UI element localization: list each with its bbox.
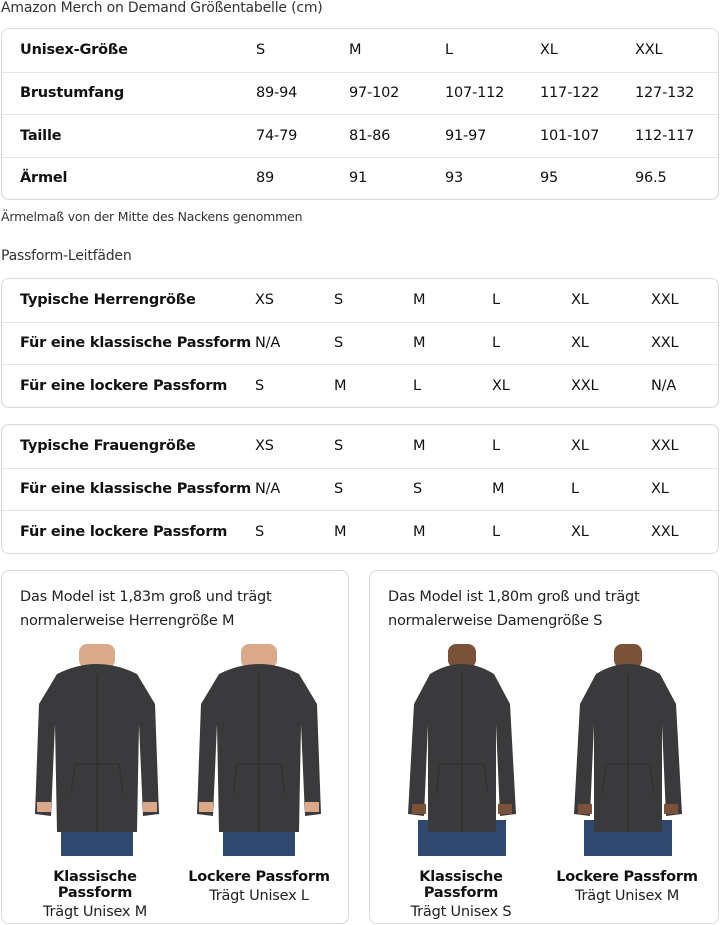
table-cell: 97-102 [349,85,400,102]
table-cell: N/A [255,335,281,352]
table-cell: XL [651,481,669,498]
sleeve-note: Ärmelmaß von der Mitte des Nackens genom… [1,209,303,224]
table-cell: XXL [651,292,679,309]
table-cell: N/A [255,481,281,498]
table-cell: L [492,335,500,352]
table-cell: 107-112 [445,85,505,102]
table-row: Taille 74-79 81-86 91-97 101-107 112-117 [2,114,718,157]
row-label: Für eine lockere Passform [20,523,228,540]
fit-caption: Lockere Passform Trägt Unisex L [188,869,330,904]
table-cell: XL [571,292,589,309]
table-cell: L [492,523,500,540]
table-cell: XXL [571,377,599,394]
table-cell: N/A [651,377,677,394]
table-cell: L [413,377,421,394]
table-cell: S [334,335,344,352]
table-cell: 89-94 [256,85,298,102]
table-cell: S [256,42,266,59]
table-cell: 127-132 [635,85,695,102]
table-row: Für eine lockere Passform S M M L XL XXL [2,510,718,553]
table-row: Ärmel 89 91 93 95 96.5 [2,156,718,200]
fit-guide-heading: Passform-Leitfäden [1,248,132,264]
table-cell: S [413,481,423,498]
table-cell: 89 [256,170,275,187]
table-cell: XL [571,438,589,455]
table-cell: L [571,481,579,498]
model-photo-loose [189,644,329,856]
table-row: Für eine klassische Passform N/A S M L XL XXL [2,321,718,365]
table-cell: S [255,377,265,394]
row-label: Taille [20,127,62,144]
row-label: Für eine klassische Passform [20,481,251,498]
table-row: Für eine lockere Passform S M L XL XXL N/A [2,364,718,407]
table-cell: 91-97 [445,127,487,144]
row-label: Für eine lockere Passform [20,377,228,394]
hoodie-model-illustration [574,644,682,856]
model-description: Das Model ist 1,83m groß und trägt norma… [20,589,272,629]
table-cell: XXL [651,523,679,540]
men-model-card: Das Model ist 1,83m groß und trägt norma… [1,570,349,924]
table-cell: 95 [540,170,559,187]
table-cell: M [413,335,426,352]
table-cell: XS [255,438,274,455]
table-cell: S [334,481,344,498]
table-row: Typische Herrengröße XS S M L XL XXL [2,279,718,322]
model-photo-classic [27,644,167,856]
table-cell: 93 [445,170,464,187]
fit-caption: Klassische Passform Trägt Unisex M [42,869,148,920]
hoodie-model-illustration [35,644,159,856]
model-description: Das Model ist 1,80m groß und trägt norma… [388,589,640,629]
table-row: Unisex-Größe S M L XL XXL [2,29,718,72]
table-cell: M [334,377,347,394]
table-cell: 117-122 [540,85,600,102]
unisex-size-table: Unisex-Größe S M L XL XXL Brustumfang 89-94 97-1… [1,28,719,200]
fit-caption: Klassische Passform Trägt Unisex S [410,869,512,920]
fit-caption: Lockere Passform Trägt Unisex M [556,869,698,904]
table-row: Typische Frauengröße XS S M L XL XXL [2,425,718,468]
table-cell: M [492,481,505,498]
row-label: Ärmel [20,170,68,187]
model-photo-classic [392,644,532,856]
men-fit-table: Typische Herrengröße XS S M L XL XXL Für eine k… [1,278,719,408]
row-label: Typische Frauengröße [20,438,196,455]
women-fit-table: Typische Frauengröße XS S M L XL XXL Für eine k… [1,424,719,554]
table-cell: M [413,292,426,309]
table-cell: XXL [651,438,679,455]
row-label: Unisex-Größe [20,42,128,59]
table-cell: 96.5 [635,170,667,187]
table-cell: L [492,438,500,455]
table-cell: M [413,438,426,455]
row-label: Typische Herrengröße [20,292,196,309]
size-chart-title: Amazon Merch on Demand Größentabelle (cm… [1,0,323,16]
table-cell: XXL [651,335,679,352]
table-cell: S [334,292,344,309]
hoodie-model-illustration [408,644,516,856]
table-cell: XL [540,42,558,59]
table-cell: 112-117 [635,127,695,144]
table-cell: M [349,42,362,59]
table-cell: 101-107 [540,127,600,144]
table-cell: 91 [349,170,368,187]
row-label: Für eine klassische Passform [20,335,251,352]
table-cell: S [334,438,344,455]
table-cell: XL [492,377,510,394]
table-cell: L [445,42,453,59]
table-cell: M [334,523,347,540]
row-label: Brustumfang [20,85,125,102]
table-row: Brustumfang 89-94 97-102 107-112 117-122 127-… [2,71,718,115]
model-photo-loose [558,644,698,856]
table-cell: 81-86 [349,127,391,144]
table-cell: S [255,523,265,540]
table-cell: XL [571,523,589,540]
table-cell: M [413,523,426,540]
table-cell: XXL [635,42,663,59]
women-model-card: Das Model ist 1,80m groß und trägt norma… [369,570,719,924]
table-cell: 74-79 [256,127,298,144]
hoodie-model-illustration [197,644,321,856]
table-cell: XS [255,292,274,309]
table-cell: XL [571,335,589,352]
table-cell: L [492,292,500,309]
table-row: Für eine klassische Passform N/A S S M L XL [2,467,718,511]
